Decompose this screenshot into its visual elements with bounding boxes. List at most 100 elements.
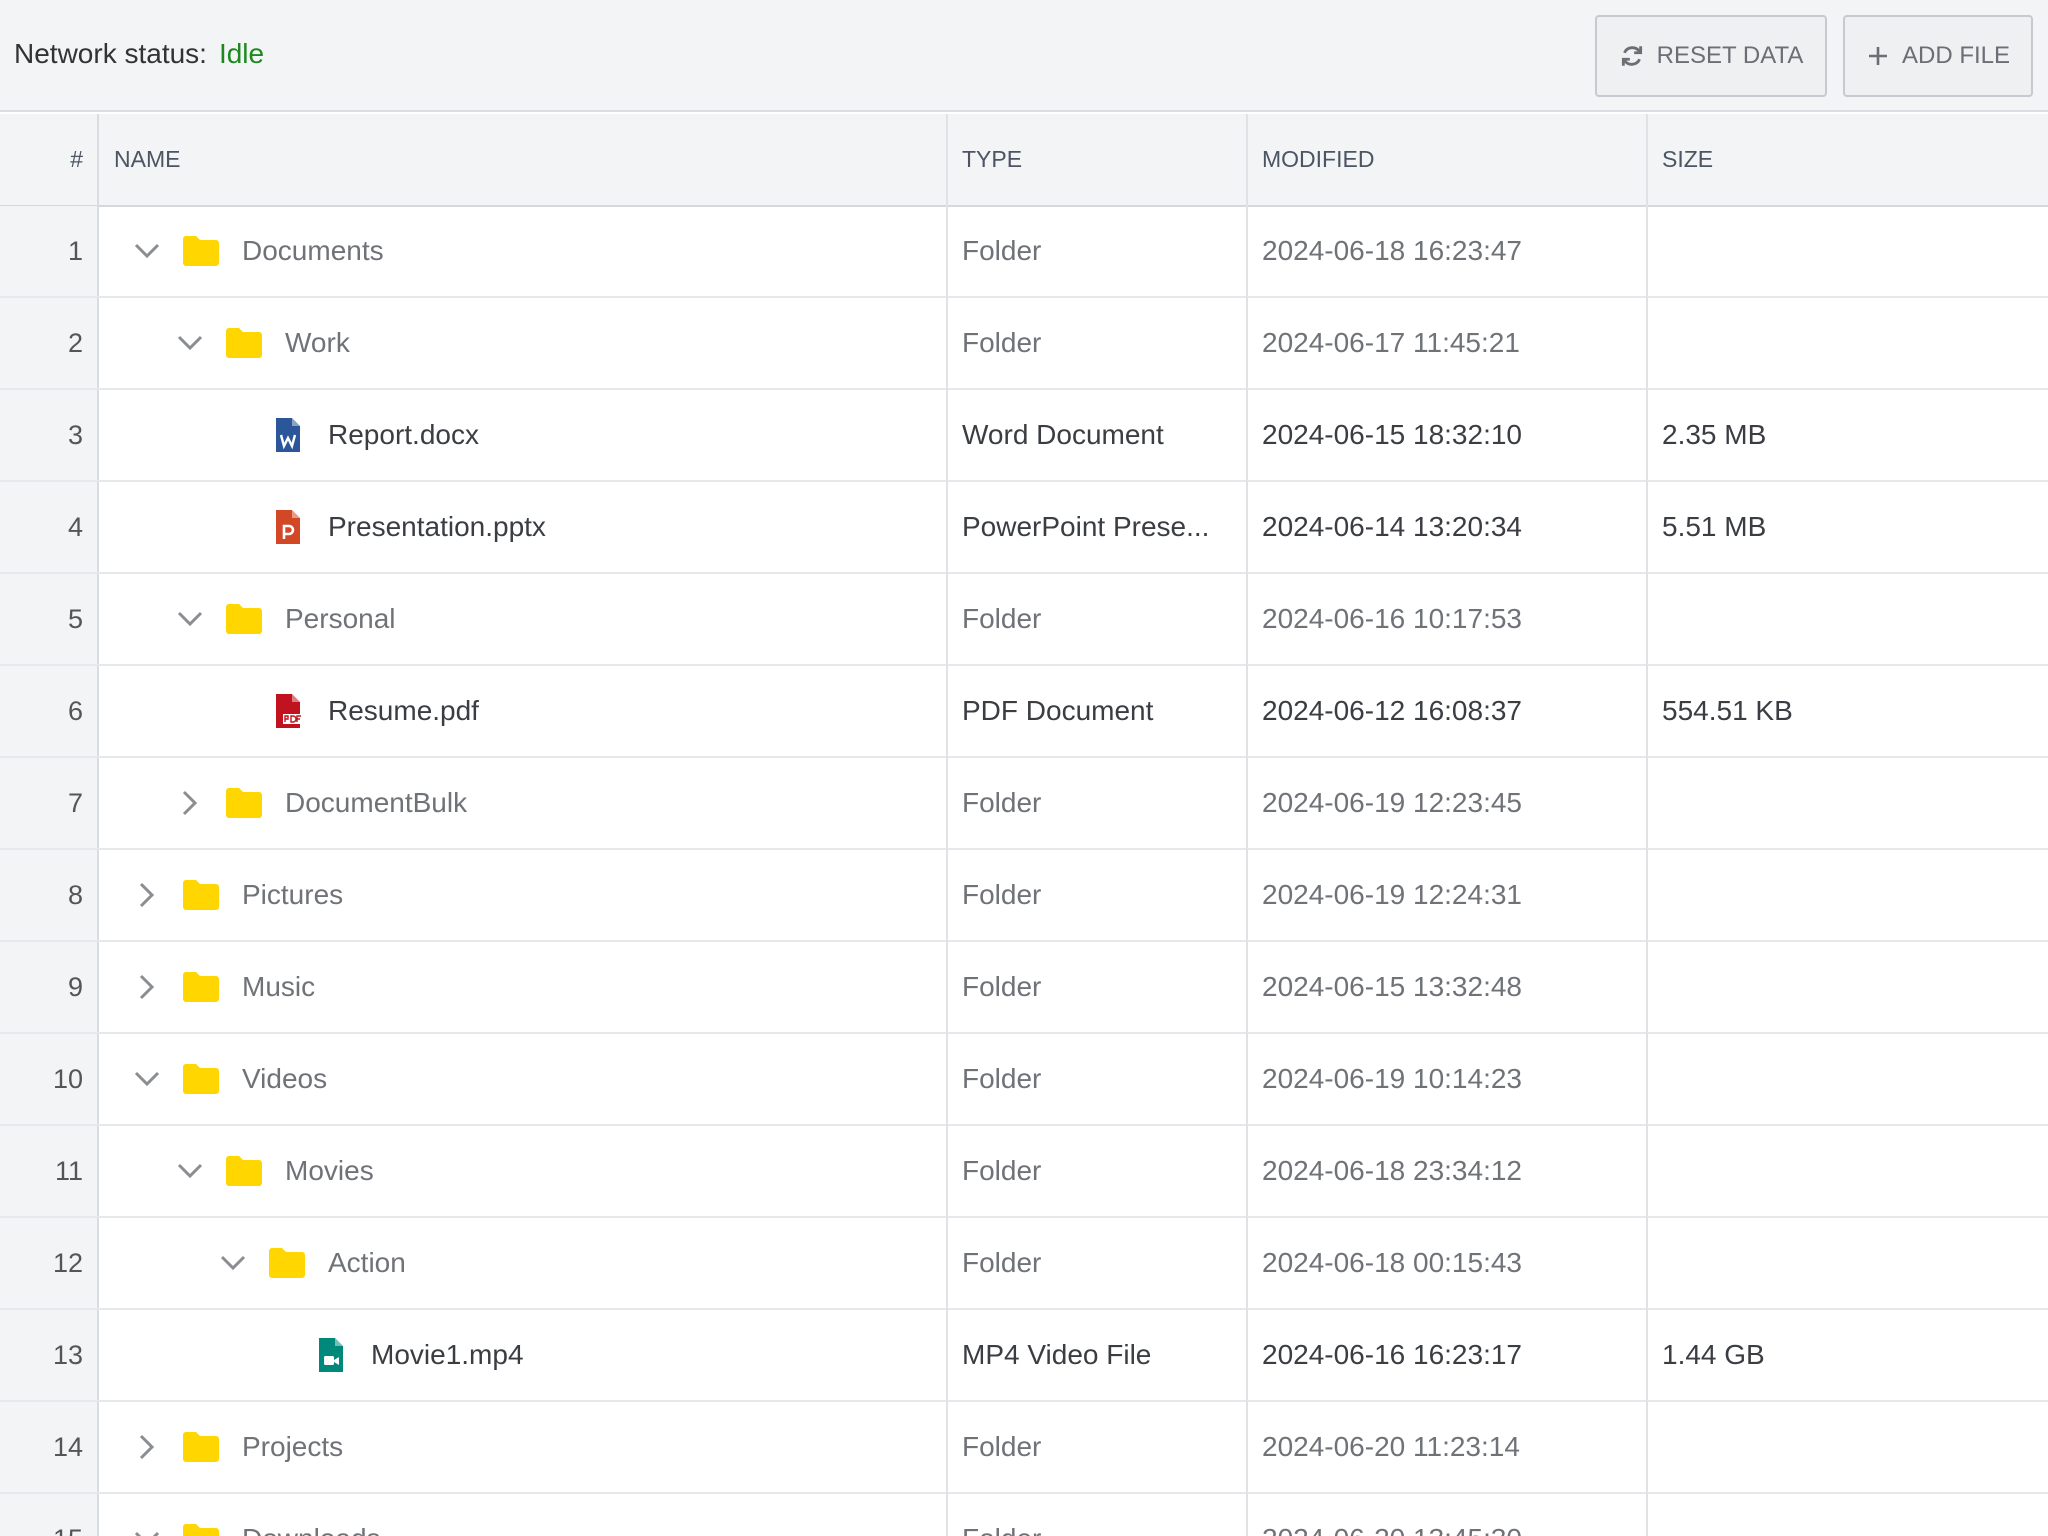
row-number: 9 <box>0 942 99 1032</box>
table-row[interactable]: 10 Videos Folder 2024-06-19 10:14:23 <box>0 1034 2048 1126</box>
row-number: 7 <box>0 758 99 848</box>
column-header: # <box>0 114 99 205</box>
table-row[interactable]: 2 Work Folder 2024-06-17 11:45:21 <box>0 298 2048 390</box>
status-label: Network status: <box>14 38 207 69</box>
table-row[interactable]: 13 Movie1.mp4 MP4 Video File 2024-06-16 16:… <box>0 1310 2048 1402</box>
expand-toggle[interactable] <box>132 1524 162 1536</box>
modified-date: 2024-06-12 16:08:37 <box>1262 695 1522 726</box>
table-row[interactable]: 9 Music Folder 2024-06-15 13:32:48 <box>0 942 2048 1034</box>
expand-toggle[interactable] <box>218 1248 248 1278</box>
file-name: Documents <box>242 235 384 266</box>
column-divider <box>1646 114 1648 1536</box>
column-header: MODIFIED <box>1262 146 1375 172</box>
folder-icon <box>183 1432 219 1462</box>
table-row[interactable]: 5 Personal Folder 2024-06-16 10:17:53 <box>0 574 2048 666</box>
table-row[interactable]: 14 Projects Folder 2024-06-20 11:23:14 <box>0 1402 2048 1494</box>
plus-icon <box>1868 47 1887 65</box>
modified-date: 2024-06-14 13:20:34 <box>1262 511 1522 542</box>
row-number: 1 <box>0 206 99 296</box>
row-number: 12 <box>0 1218 99 1308</box>
modified-date: 2024-06-19 12:24:31 <box>1262 879 1522 910</box>
file-type: Folder <box>962 1155 1042 1186</box>
column-header: TYPE <box>962 146 1023 172</box>
table-row[interactable]: 3 Report.docx Word Document 2024-06-15 18:3… <box>0 390 2048 482</box>
row-number: 3 <box>0 390 99 480</box>
expand-toggle[interactable] <box>132 1432 162 1462</box>
file-size: 2.35 MB <box>1662 419 1767 450</box>
file-type: Folder <box>962 1431 1042 1462</box>
button-label: RESET DATA <box>1656 42 1804 69</box>
folder-icon <box>226 788 262 818</box>
folder-icon <box>226 328 262 358</box>
column-header: SIZE <box>1662 146 1714 172</box>
expand-toggle[interactable] <box>175 328 205 358</box>
table-row[interactable]: 7 DocumentBulk Folder 2024-06-19 12:23:45 <box>0 758 2048 850</box>
button-label: ADD FILE <box>1901 42 2011 69</box>
row-number: 10 <box>0 1034 99 1124</box>
modified-date: 2024-06-18 16:23:47 <box>1262 235 1522 266</box>
modified-date: 2024-06-16 16:23:17 <box>1262 1339 1522 1370</box>
file-name: Action <box>328 1247 406 1278</box>
file-size: 554.51 KB <box>1662 695 1793 726</box>
file-name: Personal <box>285 603 396 634</box>
column-divider <box>1246 114 1248 1536</box>
folder-icon <box>226 1156 262 1186</box>
table-row[interactable]: 4 Presentation.pptx PowerPoint Prese... 202… <box>0 482 2048 574</box>
modified-date: 2024-06-19 10:14:23 <box>1262 1063 1522 1094</box>
file-type: Folder <box>962 235 1042 266</box>
row-number: 4 <box>0 482 99 572</box>
file-size: 5.51 MB <box>1662 511 1767 542</box>
folder-icon <box>183 880 219 910</box>
folder-icon <box>183 1064 219 1094</box>
table-row[interactable]: 15 Downloads Folder 2024-06-20 13:45:30 <box>0 1494 2048 1536</box>
expand-toggle[interactable] <box>175 1156 205 1186</box>
expand-toggle[interactable] <box>132 972 162 1002</box>
file-name: Report.docx <box>328 419 479 450</box>
table-row[interactable]: 12 Action Folder 2024-06-18 00:15:43 <box>0 1218 2048 1310</box>
file-type: Word Document <box>962 419 1164 450</box>
modified-date: 2024-06-20 11:23:14 <box>1262 1431 1520 1462</box>
add-file-button[interactable]: ADD FILE <box>1843 15 2033 97</box>
modified-date: 2024-06-18 23:34:12 <box>1262 1155 1522 1186</box>
column-divider <box>946 114 948 1536</box>
modified-date: 2024-06-15 13:32:48 <box>1262 971 1522 1002</box>
table-row[interactable]: 6 Resume.pdf PDF Document 2024-06-12 16:08:… <box>0 666 2048 758</box>
expand-toggle[interactable] <box>132 1064 162 1094</box>
modified-date: 2024-06-15 18:32:10 <box>1262 419 1522 450</box>
row-number: 6 <box>0 666 99 756</box>
file-name: Videos <box>242 1063 328 1094</box>
file-name: DocumentBulk <box>285 787 468 818</box>
expand-toggle[interactable] <box>132 236 162 266</box>
modified-date: 2024-06-17 11:45:21 <box>1262 327 1520 358</box>
file-type: Folder <box>962 879 1042 910</box>
column-header: NAME <box>114 146 181 172</box>
file-icon <box>276 418 300 452</box>
toolbar: Network status: Idle RESET DATA ADD FILE <box>0 0 2048 112</box>
table-row[interactable]: 11 Movies Folder 2024-06-18 23:34:12 <box>0 1126 2048 1218</box>
file-name: Music <box>242 971 316 1002</box>
modified-date: 2024-06-16 10:17:53 <box>1262 603 1522 634</box>
file-name: Projects <box>242 1431 344 1462</box>
file-icon <box>319 1338 343 1372</box>
reset-button[interactable]: RESET DATA <box>1595 15 1827 97</box>
expand-toggle[interactable] <box>175 788 205 818</box>
table-row[interactable]: 8 Pictures Folder 2024-06-19 12:24:31 <box>0 850 2048 942</box>
file-type: PDF Document <box>962 695 1154 726</box>
file-icon <box>276 510 300 544</box>
row-number: 13 <box>0 1310 99 1400</box>
refresh-icon <box>1621 46 1642 66</box>
file-name: Pictures <box>242 879 344 910</box>
file-type: Folder <box>962 327 1042 358</box>
row-number: 14 <box>0 1402 99 1492</box>
row-number: 11 <box>0 1126 99 1216</box>
modified-date: 2024-06-18 00:15:43 <box>1262 1247 1522 1278</box>
modified-date: 2024-06-20 13:45:30 <box>1262 1494 1522 1536</box>
file-type: Folder <box>962 1247 1042 1278</box>
table-row[interactable]: 1 Documents Folder 2024-06-18 16:23:47 <box>0 206 2048 298</box>
table-header: # NAME TYPE MODIFIED SIZE <box>0 114 2048 207</box>
folder-icon <box>183 1524 219 1536</box>
file-type: Folder <box>962 1063 1042 1094</box>
expand-toggle[interactable] <box>132 880 162 910</box>
expand-toggle[interactable] <box>175 604 205 634</box>
